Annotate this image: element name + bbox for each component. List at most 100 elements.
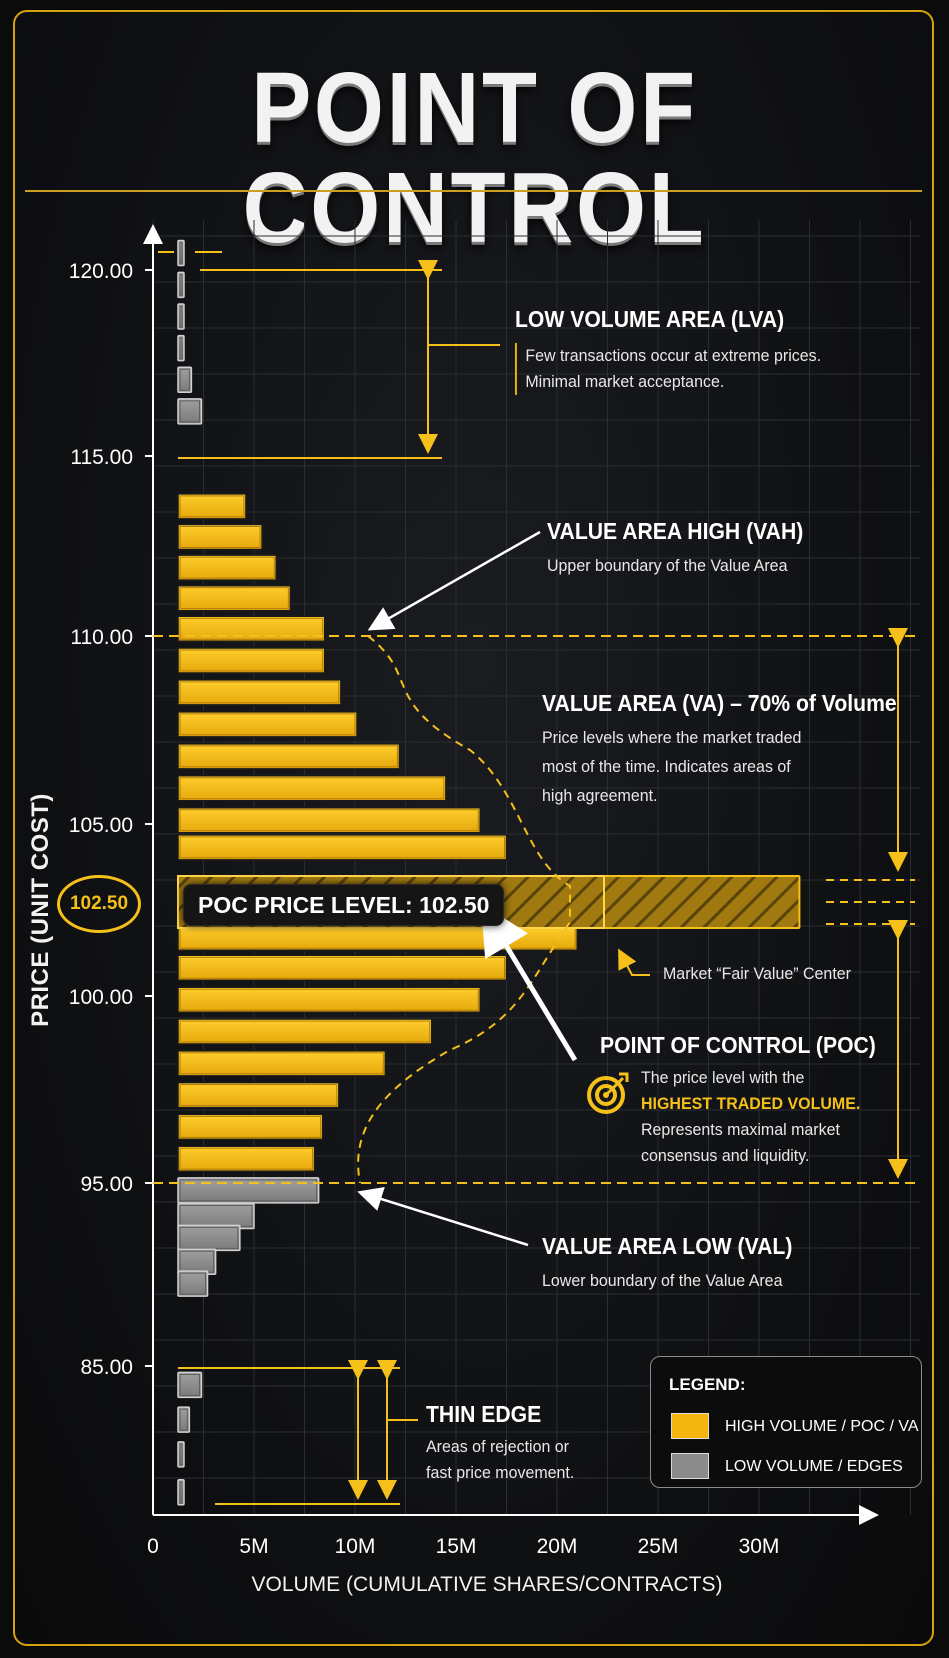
volume-bar bbox=[177, 775, 447, 802]
volume-bar-inner bbox=[179, 368, 190, 391]
volume-bar-inner bbox=[179, 1443, 183, 1466]
thin-edge-line-1: Areas of rejection or bbox=[426, 1437, 570, 1456]
val-pointer-arrow bbox=[357, 1187, 529, 1247]
volume-bar-inner bbox=[179, 809, 479, 832]
volume-bar bbox=[177, 1081, 340, 1109]
volume-bar bbox=[177, 1441, 185, 1468]
volume-bar-inner bbox=[179, 273, 183, 296]
poc-pointer-arrow bbox=[480, 903, 578, 1062]
volume-bar bbox=[177, 1478, 185, 1506]
volume-bar bbox=[177, 806, 481, 834]
volume-bar bbox=[177, 647, 326, 674]
legend-label-high: HIGH VOLUME / POC / VA bbox=[725, 1418, 919, 1435]
volume-bar-inner bbox=[179, 649, 324, 672]
thin-edge-heading: THIN EDGE bbox=[426, 1401, 542, 1427]
volume-bar-inner bbox=[179, 1481, 183, 1504]
volume-bar bbox=[177, 1406, 191, 1433]
volume-bar-inner bbox=[179, 526, 261, 548]
y-tick-label: 120.00 bbox=[69, 260, 133, 283]
title-divider bbox=[25, 190, 922, 192]
legend-swatch-high bbox=[671, 1413, 709, 1439]
lva-description: Few transactions occur at extreme prices… bbox=[515, 343, 821, 395]
page-title: POINT OF CONTROL bbox=[242, 52, 707, 264]
volume-bar-inner bbox=[179, 1147, 314, 1170]
thin-edge-annotation: THIN EDGE Areas of rejection or fast pri… bbox=[426, 1401, 584, 1486]
lva-heading: LOW VOLUME AREA (LVA) bbox=[515, 306, 785, 332]
val-heading: VALUE AREA LOW (VAL) bbox=[542, 1233, 793, 1259]
volume-bar bbox=[177, 1018, 433, 1045]
bars bbox=[177, 239, 801, 1506]
volume-bar bbox=[177, 554, 277, 581]
x-tick-label: 30M bbox=[739, 1535, 780, 1558]
chart-axes bbox=[143, 224, 879, 1525]
y-tick-label: 85.00 bbox=[80, 1356, 133, 1379]
volume-bar-inner bbox=[179, 1272, 207, 1295]
volume-bar-inner bbox=[179, 400, 200, 423]
lva-line-1: Few transactions occur at extreme prices… bbox=[525, 346, 822, 365]
poc-highlight: HIGHEST TRADED VOLUME. bbox=[641, 1094, 861, 1113]
tick-labels: 120.00 115.00 110.00 105.00 100.00 95.00 85.00… bbox=[69, 260, 780, 1558]
volume-bar bbox=[177, 366, 193, 393]
poc-annotation: POINT OF CONTROL (POC) The price level w… bbox=[600, 1032, 900, 1169]
y-tick-label: 110.00 bbox=[70, 626, 133, 649]
target-icon bbox=[587, 1072, 629, 1114]
thin-edge-description: Areas of rejection or fast price movemen… bbox=[426, 1434, 574, 1486]
volume-bar bbox=[177, 1113, 324, 1141]
volume-bar-inner bbox=[179, 587, 289, 610]
volume-bar-inner bbox=[179, 681, 340, 704]
vah-pointer-arrow bbox=[367, 530, 541, 631]
poc-bar-outline bbox=[177, 875, 605, 929]
volume-bar-inner bbox=[179, 1052, 384, 1075]
volume-bar-inner bbox=[179, 1179, 318, 1202]
x-axis-label: VOLUME (CUMULATIVE SHARES/CONTRACTS) bbox=[251, 1573, 723, 1596]
volume-bar-inner bbox=[179, 242, 183, 264]
thin-edge-line-2: fast price movement. bbox=[426, 1463, 575, 1482]
y-axis-label: PRICE (UNIT COST) bbox=[27, 793, 54, 1027]
volume-bar bbox=[177, 679, 342, 706]
x-tick-label: 0 bbox=[147, 1535, 159, 1558]
volume-bar bbox=[177, 523, 263, 551]
vah-description: Upper boundary of the Value Area bbox=[547, 556, 788, 575]
poc-description: The price level with the HIGHEST TRADED … bbox=[641, 1065, 884, 1169]
legend-swatch-low bbox=[671, 1453, 709, 1479]
volume-bar-inner bbox=[179, 1408, 188, 1431]
val-description: Lower boundary of the Value Area bbox=[542, 1271, 783, 1290]
volume-bar bbox=[177, 834, 508, 861]
volume-bar-inner bbox=[179, 556, 275, 579]
va-line-1: Price levels where the market traded bbox=[542, 728, 802, 747]
volume-bar-inner bbox=[179, 1226, 239, 1249]
volume-bar bbox=[177, 1177, 320, 1204]
va-annotation: VALUE AREA (VA) – 70% of Volume Price le… bbox=[542, 690, 928, 810]
volume-bar-inner bbox=[179, 495, 245, 518]
volume-bar-inner bbox=[179, 337, 183, 360]
y-tick-label: 105.00 bbox=[69, 814, 133, 837]
lva-line-2: Minimal market acceptance. bbox=[525, 372, 725, 391]
legend-title: LEGEND: bbox=[669, 1375, 746, 1394]
fair-value-arrow bbox=[618, 948, 650, 976]
volume-bar bbox=[177, 986, 481, 1013]
x-tick-label: 10M bbox=[335, 1535, 376, 1558]
distribution-curve bbox=[357, 635, 571, 1184]
poc-price-tag: POC PRICE LEVEL: 102.50 bbox=[183, 884, 505, 926]
poc-line-4: consensus and liquidity. bbox=[641, 1146, 810, 1165]
fair-value-note: Market “Fair Value” Center bbox=[663, 964, 851, 983]
volume-bar bbox=[177, 615, 326, 643]
volume-bar-inner bbox=[179, 956, 505, 979]
volume-bar bbox=[177, 398, 203, 425]
volume-bar bbox=[177, 271, 185, 299]
va-description: Price levels where the market traded mos… bbox=[542, 723, 904, 810]
volume-bar bbox=[177, 239, 185, 267]
x-tick-label: 5M bbox=[239, 1535, 268, 1558]
volume-bar bbox=[177, 303, 185, 330]
chart-grid bbox=[152, 220, 920, 1515]
va-line-3: high agreement. bbox=[542, 786, 658, 805]
volume-bar bbox=[177, 584, 292, 612]
val-annotation: VALUE AREA LOW (VAL) Lower boundary of t… bbox=[542, 1233, 814, 1294]
volume-bar bbox=[177, 493, 247, 520]
y-tick-label: 100.00 bbox=[69, 986, 133, 1009]
volume-bar bbox=[177, 1145, 316, 1172]
poc-heading: POINT OF CONTROL (POC) bbox=[600, 1032, 876, 1058]
poc-line-1: The price level with the bbox=[641, 1068, 805, 1087]
volume-bar-inner bbox=[179, 1373, 200, 1396]
